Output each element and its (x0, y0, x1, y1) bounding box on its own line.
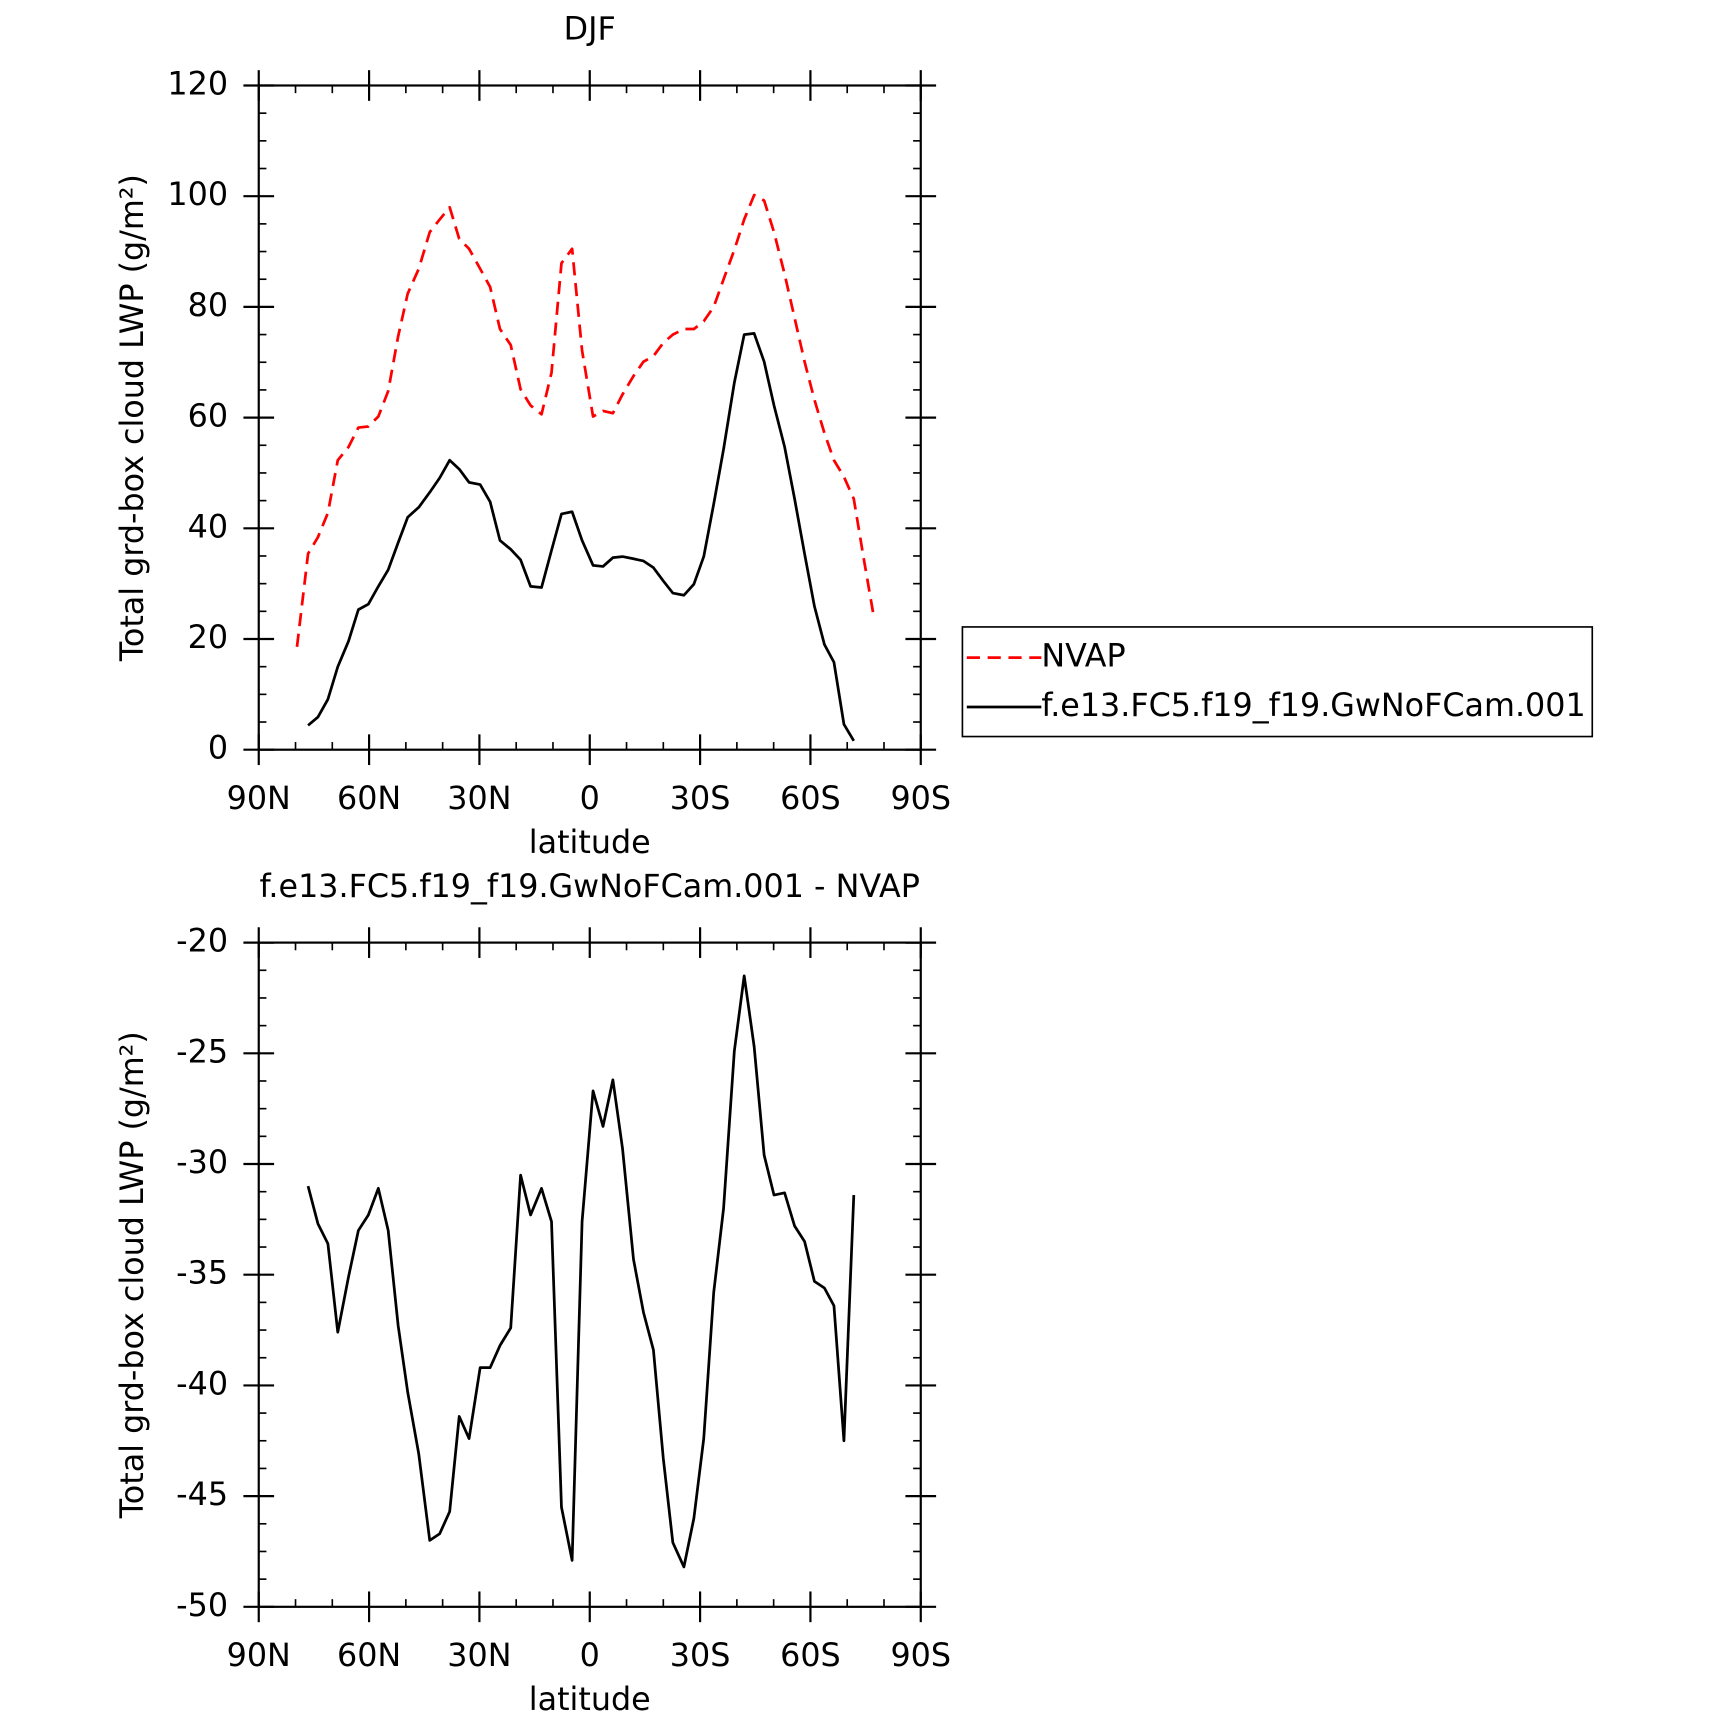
legend-label: f.e13.FC5.f19_f19.GwNoFCam.001 (1041, 688, 1585, 724)
x-axis-label: latitude (529, 825, 651, 861)
plot-frame (257, 941, 922, 1608)
x-tick-label: 30S (670, 781, 731, 817)
x-tick-label: 0 (580, 1638, 600, 1674)
y-tick-label: 120 (167, 66, 228, 102)
y-tick-label: -20 (176, 924, 228, 960)
y-tick-label: 80 (188, 288, 228, 324)
x-axis-label: latitude (529, 1682, 651, 1718)
y-tick-label: -30 (176, 1145, 228, 1181)
y-tick-label: 40 (188, 509, 228, 545)
y-tick-label: 60 (188, 399, 228, 435)
x-tick-label: 0 (580, 781, 600, 817)
y-tick-label: -45 (176, 1477, 228, 1513)
y-axis-label: Total grd-box cloud LWP (g/m²) (115, 1031, 151, 1519)
x-tick-label: 90N (227, 781, 291, 817)
x-tick-label: 60S (780, 1638, 841, 1674)
y-tick-label: -25 (176, 1034, 228, 1070)
legend-label: NVAP (1041, 639, 1125, 675)
x-tick-label: 30S (670, 1638, 731, 1674)
y-tick-label: -40 (176, 1366, 228, 1402)
chart-title: DJF (564, 12, 616, 48)
x-tick-label: 60N (337, 781, 401, 817)
series-line (306, 974, 856, 1569)
x-tick-label: 30N (447, 1638, 511, 1674)
x-tick-label: 60N (337, 1638, 401, 1674)
legend-box (961, 626, 1594, 738)
x-tick-label: 30N (447, 781, 511, 817)
x-tick-label: 60S (780, 781, 841, 817)
plot-frame (257, 84, 922, 751)
y-tick-label: 100 (167, 177, 228, 213)
x-tick-label: 90S (890, 1638, 951, 1674)
y-axis-label: Total grd-box cloud LWP (g/m²) (115, 174, 151, 662)
x-tick-label: 90N (227, 1638, 291, 1674)
y-tick-label: 20 (188, 620, 228, 656)
y-tick-label: 0 (208, 731, 228, 767)
chart-title: f.e13.FC5.f19_f19.GwNoFCam.001 - NVAP (260, 869, 920, 905)
y-tick-label: -35 (176, 1256, 228, 1292)
y-tick-label: -50 (176, 1588, 228, 1624)
series-line (307, 332, 855, 742)
x-tick-label: 90S (890, 781, 951, 817)
